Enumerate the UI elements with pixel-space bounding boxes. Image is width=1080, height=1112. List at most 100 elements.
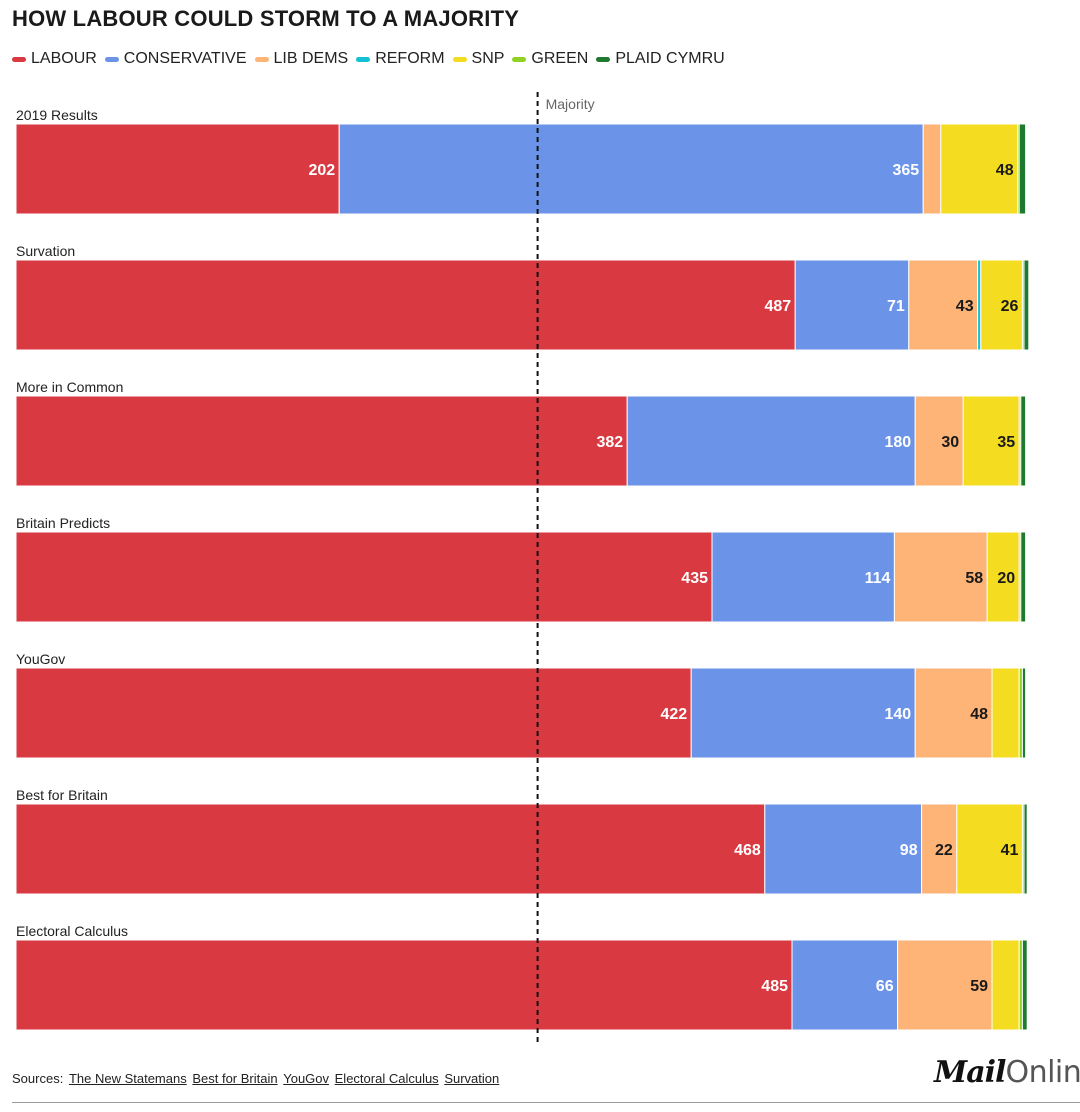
legend-swatch-snp [452,56,467,62]
legend-label-green: GREEN [531,50,589,67]
legend: LABOUR CONSERVATIVE LIB DEMS REFORM SNP … [12,50,733,68]
bar-segment-labour [15,667,692,759]
bar-segment-lib-dems [914,667,993,759]
row-label: 2019 Results [16,107,98,123]
data-label-conservative: 140 [884,706,911,723]
footer-divider [12,1102,1080,1103]
data-label-labour: 487 [764,298,791,315]
bar-segment-labour [15,531,713,623]
bar-segment-snp [940,123,1019,215]
legend-label-labour: LABOUR [31,50,97,67]
data-label-conservative: 66 [876,978,894,995]
data-label-lib-dems: 58 [965,570,983,587]
bar-segment-plaid-cymru [1021,939,1028,1031]
data-label-lib-dems: 43 [956,298,974,315]
row-label: Britain Predicts [16,515,110,531]
data-label-labour: 422 [660,706,687,723]
bar-segment-plaid-cymru [1021,667,1027,759]
bar-segment-snp [991,667,1020,759]
data-label-lib-dems: 48 [970,706,988,723]
data-label-lib-dems: 30 [941,434,959,451]
bar-segment-conservative [711,531,895,623]
source-link-new-statesman[interactable]: The New Statemans [68,1071,187,1086]
data-label-conservative: 365 [892,162,919,179]
mailonline-logo: MailOnline [934,1058,1080,1088]
majority-label: Majority [546,96,595,112]
logo-mail-wordmark: Mail [934,1055,1006,1090]
data-label-labour: 435 [681,570,708,587]
data-label-labour: 382 [596,434,623,451]
data-label-lib-dems: 22 [935,842,953,859]
bar-segment-conservative [794,259,910,351]
legend-label-lib-dems: LIB DEMS [273,50,349,67]
bar-segment-conservative [764,803,923,895]
bar-segment-conservative [338,123,924,215]
bar-segment-lib-dems [914,395,964,487]
bar-row-electoral-calculus: Electoral Calculus 485 66 59 [15,923,1028,1031]
legend-swatch-conservative [104,56,119,62]
bar-row-survation: Survation 487 71 43 26 [15,243,1030,351]
bar-row-best-for-britain: Best for Britain 468 98 22 41 [15,787,1028,895]
sources-label: Sources: [12,1071,64,1086]
bar-segment-snp [980,259,1023,351]
bar-segment-plaid-cymru [1020,531,1027,623]
bar-segment-labour [15,395,628,487]
bar-row-more-in-common: More in Common 382 180 30 35 [15,379,1027,487]
bar-segment-plaid-cymru [1023,259,1030,351]
source-link-electoral-calculus[interactable]: Electoral Calculus [334,1071,439,1086]
logo-online-wordmark: Online [1005,1055,1080,1090]
row-label: More in Common [16,379,123,395]
data-label-snp: 20 [997,570,1015,587]
legend-label-snp: SNP [471,50,505,67]
bar-segment-labour [15,939,793,1031]
bar-segment-conservative [791,939,899,1031]
legend-swatch-green [512,56,527,62]
data-label-snp: 26 [1001,298,1019,315]
bar-segment-snp [956,803,1023,895]
chart-title: HOW LABOUR COULD STORM TO A MAJORITY [12,6,520,31]
source-link-best-for-britain[interactable]: Best for Britain [192,1071,278,1086]
data-label-conservative: 98 [900,842,918,859]
data-label-labour: 485 [761,978,788,995]
data-label-conservative: 71 [887,298,905,315]
data-label-snp: 48 [996,162,1014,179]
data-label-conservative: 180 [884,434,911,451]
bar-row-britain-predicts: Britain Predicts 435 114 58 20 [15,515,1027,623]
bar-segment-conservative [690,667,916,759]
data-label-conservative: 114 [865,570,891,587]
bar-segment-lib-dems [893,531,988,623]
bar-segment-plaid-cymru [1018,123,1027,215]
legend-swatch-plaid-cymru [596,56,611,62]
row-label: Survation [16,243,75,259]
bar-segment-lib-dems [922,123,942,215]
legend-swatch-reform [356,56,371,62]
legend-item-labour: LABOUR [12,50,97,68]
bar-segment-lib-dems [897,939,993,1031]
legend-item-lib-dems: LIB DEMS [254,50,349,68]
source-link-yougov[interactable]: YouGov [283,1071,330,1086]
legend-label-reform: REFORM [375,50,445,67]
row-label: Best for Britain [16,787,108,803]
row-label: YouGov [16,651,65,667]
bar-segment-labour [15,259,796,351]
bar-row-yougov: YouGov 422 140 48 [15,651,1027,759]
source-link-survation[interactable]: Survation [444,1071,500,1086]
bar-segment-conservative [626,395,916,487]
bar-segment-lib-dems [921,803,958,895]
data-label-labour: 202 [308,162,335,179]
legend-swatch-lib-dems [254,56,269,62]
bar-segment-plaid-cymru [1023,803,1028,895]
legend-label-conservative: CONSERVATIVE [123,50,247,67]
bar-segment-plaid-cymru [1020,395,1027,487]
bar-segment-labour [15,803,766,895]
bar-segment-snp [962,395,1020,487]
data-label-lib-dems: 59 [970,978,988,995]
data-label-snp: 35 [997,434,1015,451]
row-label: Electoral Calculus [16,923,128,939]
legend-item-plaid-cymru: PLAID CYMRU [596,50,725,68]
bar-row-2019-results: 2019 Results 202 365 48 [15,107,1027,215]
data-label-snp: 41 [1001,842,1019,859]
legend-label-plaid-cymru: PLAID CYMRU [615,50,725,67]
stacked-bar-chart: 2019 Results 202 365 48 Survation 487 71 43 26 Mo… [15,92,1030,1044]
bar-segment-labour [15,123,340,215]
